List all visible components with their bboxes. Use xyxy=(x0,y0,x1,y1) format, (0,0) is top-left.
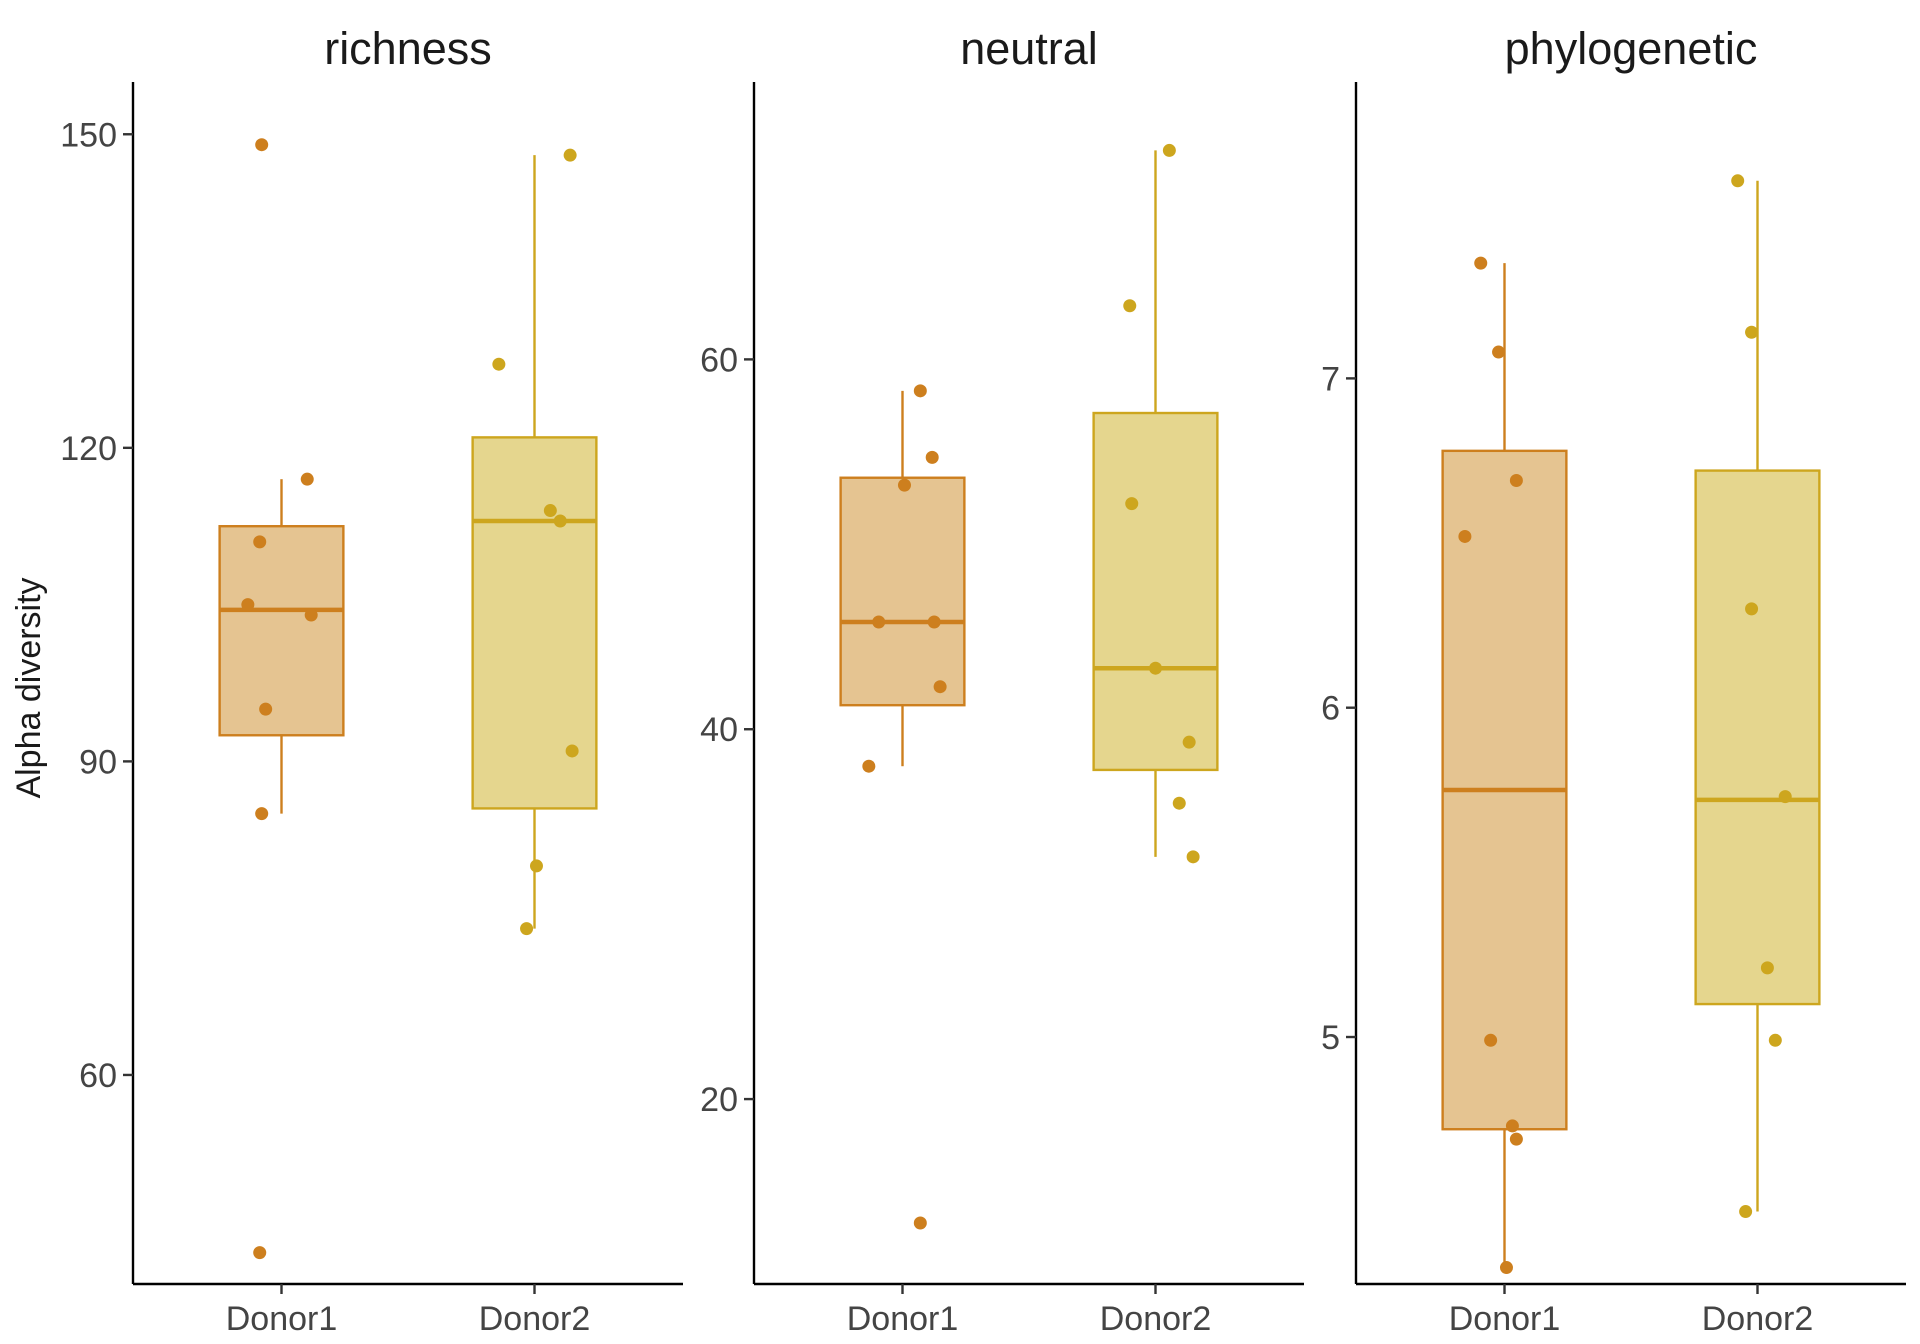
box-iqr xyxy=(1092,411,1219,772)
data-point xyxy=(1505,1119,1519,1133)
data-point xyxy=(925,450,939,464)
data-point xyxy=(1745,325,1759,339)
x-tick-label-donor2: Donor2 xyxy=(479,1300,591,1338)
data-point xyxy=(520,922,534,936)
series-donor1 xyxy=(839,384,966,1230)
y-axis-label: Alpha diversity xyxy=(10,577,48,798)
y-tick-label: 20 xyxy=(700,1081,738,1119)
box-iqr xyxy=(839,476,966,707)
data-point xyxy=(255,138,269,152)
data-point xyxy=(927,615,941,629)
panel-neutral: neutral 20 40 60 Donor1 Donor2 xyxy=(700,23,1304,1338)
y-tick-label: 90 xyxy=(79,743,117,781)
data-point xyxy=(259,702,273,716)
panel-richness: richness 60 90 120 150 Donor1 Donor2 xyxy=(60,23,683,1338)
box-iqr xyxy=(218,525,345,737)
data-point xyxy=(897,478,911,492)
data-point xyxy=(1492,345,1506,359)
data-point xyxy=(1745,602,1759,616)
y-tick-label: 60 xyxy=(700,341,738,379)
y-tick-label: 40 xyxy=(700,711,738,749)
y-tick-label: 60 xyxy=(79,1057,117,1095)
y-tick-label: 6 xyxy=(1321,690,1340,728)
data-point xyxy=(1182,735,1196,749)
data-point xyxy=(492,357,506,371)
data-point xyxy=(862,759,876,773)
data-point xyxy=(913,384,927,398)
data-point xyxy=(933,680,947,694)
series-donor2 xyxy=(1092,143,1219,864)
series-donor1 xyxy=(218,138,345,1260)
data-point xyxy=(241,598,255,612)
y-tick-label: 120 xyxy=(60,430,117,468)
panel-phylogenetic: phylogenetic 5 6 7 Donor1 Donor2 xyxy=(1321,23,1906,1338)
data-point xyxy=(304,608,318,622)
data-point xyxy=(300,472,314,486)
panel-title-richness: richness xyxy=(324,23,492,74)
data-point xyxy=(1458,529,1472,543)
x-tick-label-donor1: Donor1 xyxy=(847,1300,959,1338)
data-point xyxy=(1162,143,1176,157)
data-point xyxy=(1739,1205,1753,1219)
x-tick-label-donor2: Donor2 xyxy=(1702,1300,1814,1338)
data-point xyxy=(1760,961,1774,975)
data-point xyxy=(563,148,577,162)
x-tick-label-donor1: Donor1 xyxy=(226,1300,338,1338)
facet-panels: richness 60 90 120 150 Donor1 Donor2 neutral 20 4… xyxy=(60,23,1906,1338)
x-tick-label-donor2: Donor2 xyxy=(1100,1300,1212,1338)
data-point xyxy=(1509,473,1523,487)
data-point xyxy=(1123,299,1137,313)
data-point xyxy=(1484,1033,1498,1047)
data-point xyxy=(253,1246,267,1260)
panel-title-phylogenetic: phylogenetic xyxy=(1505,23,1758,74)
data-point xyxy=(529,859,543,873)
data-point xyxy=(1778,790,1792,804)
panel-title-neutral: neutral xyxy=(960,23,1098,74)
y-tick-label: 5 xyxy=(1321,1019,1340,1057)
box-iqr xyxy=(1694,469,1821,1006)
data-point xyxy=(1731,174,1745,188)
data-point xyxy=(1499,1261,1513,1275)
data-point xyxy=(255,807,269,821)
y-tick-label: 7 xyxy=(1321,360,1340,398)
data-point xyxy=(1768,1033,1782,1047)
data-point xyxy=(1509,1132,1523,1146)
data-point xyxy=(913,1216,927,1230)
data-point xyxy=(1474,256,1488,270)
data-point xyxy=(872,615,886,629)
x-tick-label-donor1: Donor1 xyxy=(1449,1300,1561,1338)
data-point xyxy=(1149,661,1162,675)
data-point xyxy=(543,504,557,518)
y-tick-label: 150 xyxy=(60,116,117,154)
data-point xyxy=(253,535,267,549)
data-point xyxy=(553,514,567,528)
data-point xyxy=(1186,850,1200,864)
data-point xyxy=(1125,497,1139,511)
data-point xyxy=(565,744,579,758)
series-donor2 xyxy=(1694,174,1821,1219)
series-donor2 xyxy=(471,148,598,936)
data-point xyxy=(1172,796,1186,810)
series-donor1 xyxy=(1441,256,1568,1275)
